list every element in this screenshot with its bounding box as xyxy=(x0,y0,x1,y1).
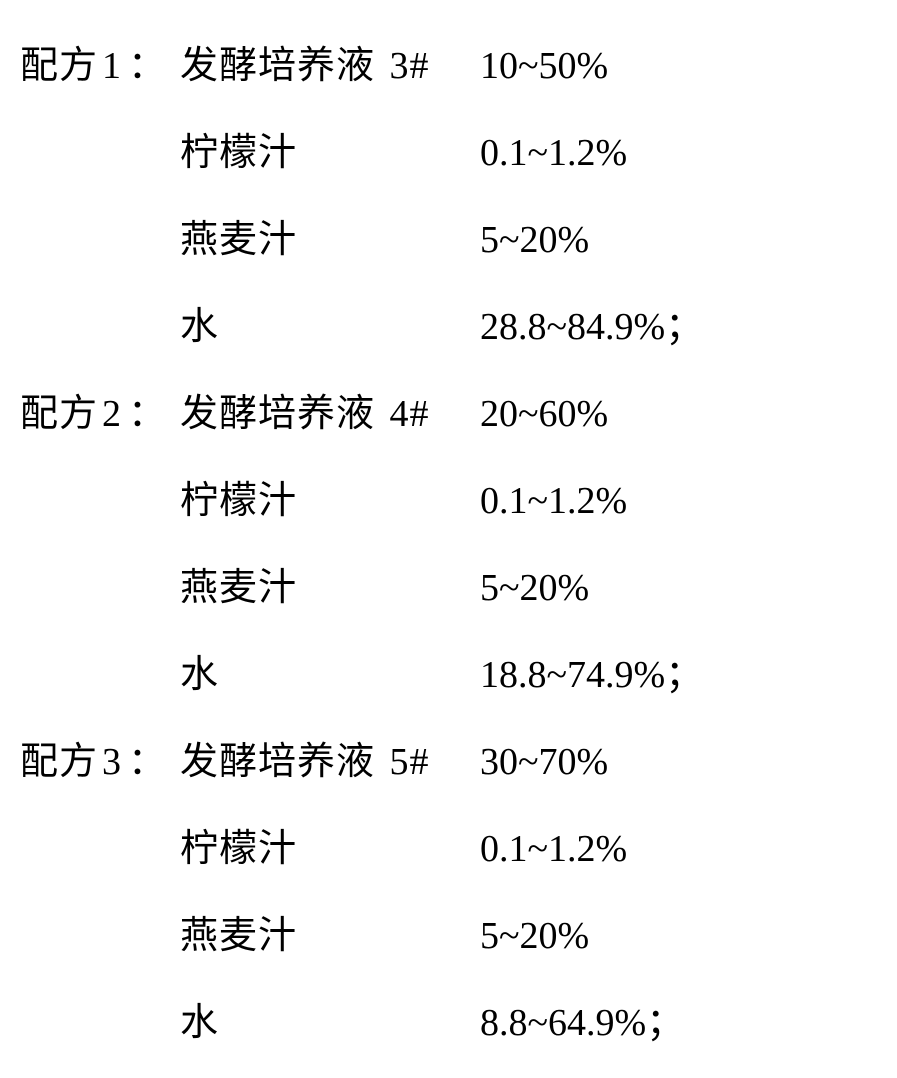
formula-row: 燕麦汁 5~20% xyxy=(20,904,877,991)
ingredient-name: 发酵培养液 3# xyxy=(180,34,480,89)
semicolon: ； xyxy=(646,1002,684,1044)
formula-index: 2 xyxy=(98,393,126,435)
ingredient-name-text: 柠檬汁 xyxy=(180,132,297,174)
ingredient-name: 水 xyxy=(180,643,480,698)
value-text: 0.1~1.2% xyxy=(480,132,627,174)
colon: ： xyxy=(126,45,167,87)
ingredient-value: 0.1~1.2% xyxy=(480,827,627,871)
ingredient-name-text: 水 xyxy=(180,306,219,348)
ingredient-value: 0.1~1.2% xyxy=(480,479,627,523)
formula-row: 配方3：发酵培养液 5#30~70% xyxy=(20,730,877,817)
ingredient-name: 柠檬汁 xyxy=(180,469,480,524)
ingredient-name: 柠檬汁 xyxy=(180,817,480,872)
ingredient-value: 5~20% xyxy=(480,566,589,610)
value-text: 28.8~84.9% xyxy=(480,306,665,348)
ingredient-name: 燕麦汁 xyxy=(180,904,480,959)
formula-row: 水 18.8~74.9%； xyxy=(20,643,877,730)
ingredient-name-text: 燕麦汁 xyxy=(180,915,297,957)
value-text: 10~50% xyxy=(480,45,608,87)
value-text: 0.1~1.2% xyxy=(480,480,627,522)
ingredient-name-text: 发酵培养液 xyxy=(180,45,375,87)
formula-row: 水 8.8~64.9%； xyxy=(20,991,877,1078)
formula-block: 配方3：发酵培养液 5#30~70%柠檬汁0.1~1.2%燕麦汁5~20%水8.… xyxy=(20,730,877,1078)
ingredient-name-text: 柠檬汁 xyxy=(180,480,297,522)
ingredient-name-text: 水 xyxy=(180,1002,219,1044)
ingredient-value: 20~60% xyxy=(480,392,608,436)
value-text: 8.8~64.9% xyxy=(480,1002,646,1044)
formula-row: 燕麦汁 5~20% xyxy=(20,208,877,295)
ingredient-value: 30~70% xyxy=(480,740,608,784)
ingredient-name-text: 柠檬汁 xyxy=(180,828,297,870)
value-text: 5~20% xyxy=(480,567,589,609)
ingredient-value: 8.8~64.9%； xyxy=(480,991,684,1046)
formula-row: 配方1：发酵培养液 3#10~50% xyxy=(20,34,877,121)
prefix-word: 配方 xyxy=(20,45,98,87)
ingredient-value: 5~20% xyxy=(480,914,589,958)
ingredient-value: 10~50% xyxy=(480,44,608,88)
ingredient-value: 0.1~1.2% xyxy=(480,131,627,175)
ingredient-name-text: 发酵培养液 xyxy=(180,741,375,783)
ingredient-name: 柠檬汁 xyxy=(180,121,480,176)
formula-row: 水 28.8~84.9%； xyxy=(20,295,877,382)
value-text: 5~20% xyxy=(480,219,589,261)
formula-list: 配方1：发酵培养液 3#10~50%柠檬汁0.1~1.2%燕麦汁5~20%水28… xyxy=(0,0,897,1078)
formula-index: 1 xyxy=(98,45,126,87)
formula-row: 柠檬汁 0.1~1.2% xyxy=(20,121,877,208)
colon: ： xyxy=(126,741,167,783)
formula-row: 柠檬汁 0.1~1.2% xyxy=(20,817,877,904)
ingredient-value: 5~20% xyxy=(480,218,589,262)
value-text: 20~60% xyxy=(480,393,608,435)
prefix-word: 配方 xyxy=(20,393,98,435)
ingredient-name-suffix: 5# xyxy=(375,741,430,783)
ingredient-value: 18.8~74.9%； xyxy=(480,643,703,698)
formula-prefix: 配方3： xyxy=(20,730,180,785)
ingredient-name: 水 xyxy=(180,991,480,1046)
formula-block: 配方1：发酵培养液 3#10~50%柠檬汁0.1~1.2%燕麦汁5~20%水28… xyxy=(20,34,877,382)
ingredient-name-suffix: 3# xyxy=(375,45,430,87)
ingredient-name: 发酵培养液 5# xyxy=(180,730,480,785)
ingredient-name: 发酵培养液 4# xyxy=(180,382,480,437)
ingredient-name: 水 xyxy=(180,295,480,350)
ingredient-name: 燕麦汁 xyxy=(180,556,480,611)
semicolon: ； xyxy=(665,306,703,348)
ingredient-name: 燕麦汁 xyxy=(180,208,480,263)
value-text: 5~20% xyxy=(480,915,589,957)
formula-row: 柠檬汁 0.1~1.2% xyxy=(20,469,877,556)
value-text: 0.1~1.2% xyxy=(480,828,627,870)
colon: ： xyxy=(126,393,167,435)
ingredient-name-text: 水 xyxy=(180,654,219,696)
semicolon: ； xyxy=(665,654,703,696)
ingredient-name-text: 发酵培养液 xyxy=(180,393,375,435)
ingredient-name-text: 燕麦汁 xyxy=(180,567,297,609)
formula-index: 3 xyxy=(98,741,126,783)
ingredient-name-text: 燕麦汁 xyxy=(180,219,297,261)
value-text: 18.8~74.9% xyxy=(480,654,665,696)
prefix-word: 配方 xyxy=(20,741,98,783)
ingredient-name-suffix: 4# xyxy=(375,393,430,435)
ingredient-value: 28.8~84.9%； xyxy=(480,295,703,350)
formula-prefix: 配方2： xyxy=(20,382,180,437)
formula-row: 配方2：发酵培养液 4#20~60% xyxy=(20,382,877,469)
value-text: 30~70% xyxy=(480,741,608,783)
formula-row: 燕麦汁 5~20% xyxy=(20,556,877,643)
formula-block: 配方2：发酵培养液 4#20~60%柠檬汁0.1~1.2%燕麦汁5~20%水18… xyxy=(20,382,877,730)
formula-prefix: 配方1： xyxy=(20,34,180,89)
